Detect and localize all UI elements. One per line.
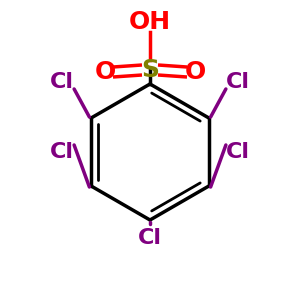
Text: Cl: Cl (226, 72, 250, 92)
Text: Cl: Cl (226, 142, 250, 162)
Text: O: O (184, 60, 206, 84)
Text: Cl: Cl (138, 228, 162, 248)
Text: S: S (141, 58, 159, 82)
Text: O: O (94, 60, 116, 84)
Text: OH: OH (129, 10, 171, 34)
Text: Cl: Cl (50, 72, 74, 92)
Text: Cl: Cl (50, 142, 74, 162)
